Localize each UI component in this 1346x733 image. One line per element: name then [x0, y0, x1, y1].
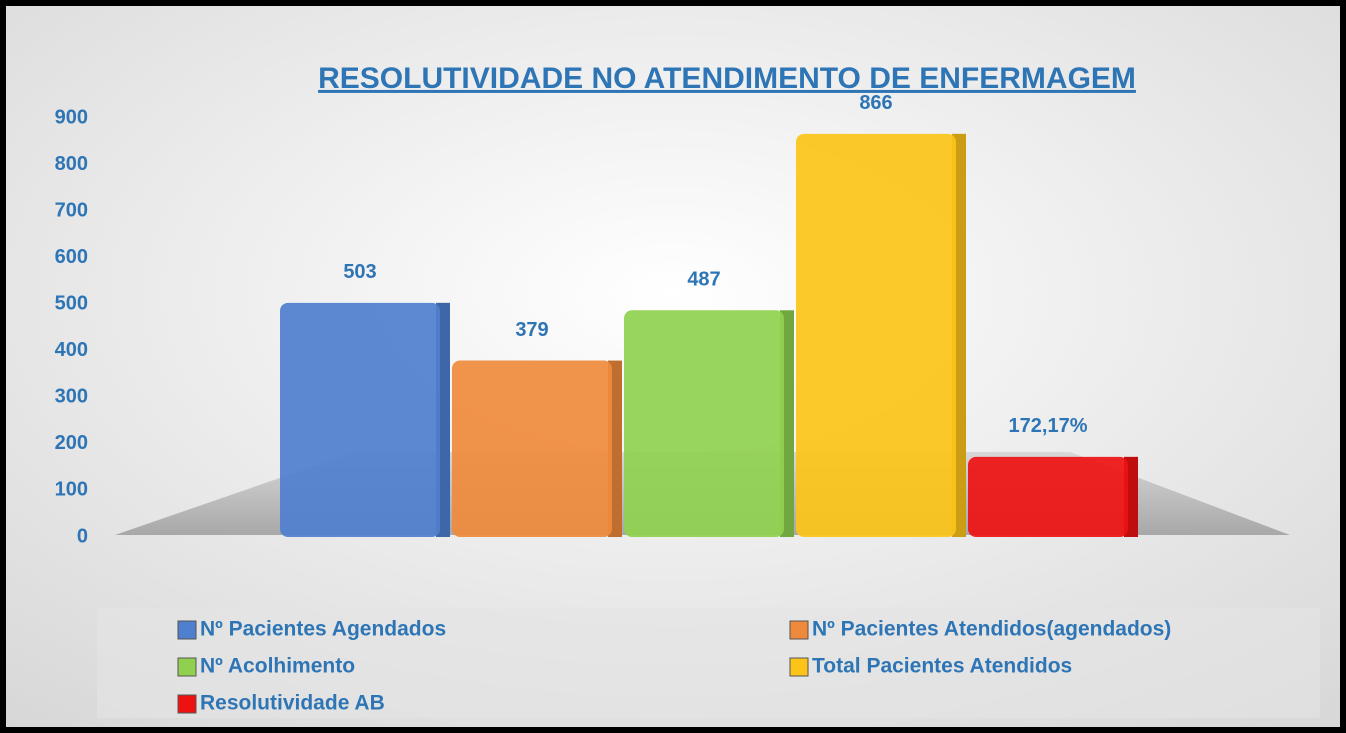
data-label: 487: [687, 269, 720, 291]
chart-title: RESOLUTIVIDADE NO ATENDIMENTO DE ENFERMA…: [318, 62, 1136, 95]
legend-swatch: [177, 694, 197, 714]
y-tick-label: 0: [77, 525, 88, 547]
legend-label: Nº Pacientes Agendados: [200, 618, 446, 641]
bar: [796, 133, 956, 537]
y-tick-label: 100: [55, 479, 88, 501]
bar: [968, 456, 1128, 537]
bar: [452, 360, 612, 537]
data-label: 172,17%: [1009, 415, 1088, 437]
data-label: 503: [343, 261, 376, 283]
y-tick-label: 500: [55, 293, 88, 315]
legend-swatch: [177, 657, 197, 677]
y-tick-label: 300: [55, 386, 88, 408]
y-tick-label: 900: [55, 106, 88, 128]
data-label: 379: [515, 319, 548, 341]
legend-label: Nº Acolhimento: [200, 655, 355, 678]
y-tick-label: 700: [55, 199, 88, 221]
y-tick-label: 200: [55, 432, 88, 454]
legend-label: Total Pacientes Atendidos: [812, 655, 1072, 678]
legend-swatch: [177, 620, 197, 640]
bar: [280, 302, 440, 537]
legend-label: Resolutividade AB: [200, 692, 385, 715]
y-tick-label: 600: [55, 246, 88, 268]
legend-swatch: [789, 657, 809, 677]
y-tick-label: 800: [55, 153, 88, 175]
data-label: 866: [859, 92, 892, 114]
legend-swatch: [789, 620, 809, 640]
legend-box: [97, 608, 1320, 718]
legend-label: Nº Pacientes Atendidos(agendados): [812, 618, 1171, 641]
y-tick-label: 400: [55, 339, 88, 361]
bar: [624, 310, 784, 537]
